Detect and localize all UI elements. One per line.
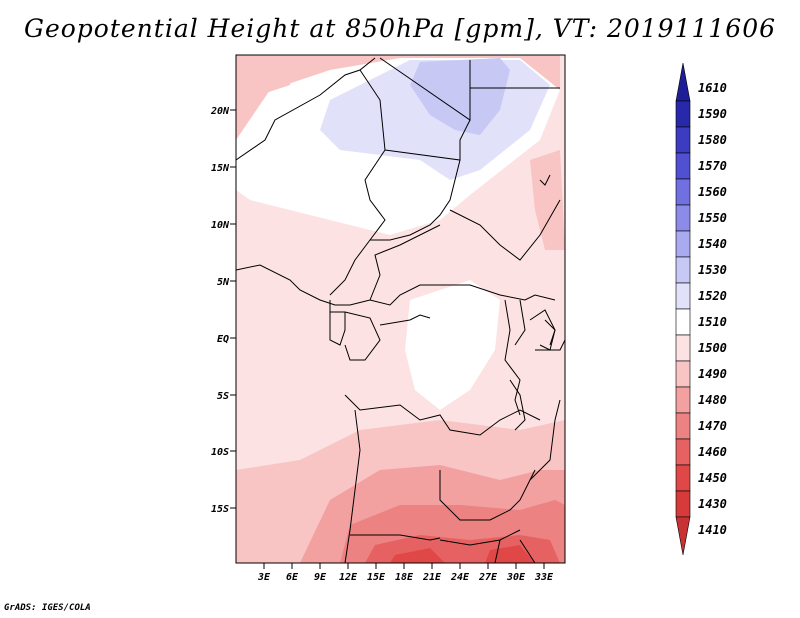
colorbar-swatch: [675, 230, 691, 258]
lat-label: 5N: [217, 277, 230, 288]
height-field: [236, 55, 565, 563]
colorbar-label: 1550: [698, 211, 727, 225]
colorbar-swatch: [675, 412, 691, 440]
lon-label: 30E: [506, 572, 526, 583]
lon-label: 6E: [286, 572, 299, 583]
lon-label: 15E: [367, 572, 386, 583]
colorbar-swatch: [675, 490, 691, 518]
credit-label: GrADS: IGES/COLA: [4, 603, 91, 613]
lat-label: 20N: [210, 106, 230, 117]
colorbar-label: 1590: [698, 107, 727, 121]
latitude-axis: 20N 15N 10N 5N EQ 5S 10S 15S: [210, 106, 236, 515]
colorbar-swatch: [675, 282, 691, 310]
lat-label: 15S: [211, 504, 229, 515]
colorbar-label: 1520: [698, 289, 727, 303]
map-title: Geopotential Height at 850hPa [gpm], VT:…: [23, 14, 777, 43]
colorbar-swatch: [675, 178, 691, 206]
lat-label: 10N: [211, 220, 230, 231]
colorbar-label: 1580: [698, 133, 727, 147]
colorbar-swatch: [675, 516, 691, 556]
lon-label: 27E: [478, 572, 498, 583]
colorbar-swatch: [675, 386, 691, 414]
colorbar-swatch: [675, 62, 691, 102]
lon-label: 9E: [314, 572, 327, 583]
colorbar-label: 1500: [698, 341, 727, 355]
lon-label: 33E: [534, 572, 554, 583]
colorbar-swatch: [675, 100, 691, 128]
colorbar-label: 1460: [698, 445, 727, 459]
colorbar-label: 1560: [698, 185, 727, 199]
lon-label: 24E: [450, 572, 470, 583]
colorbar-label: 1470: [698, 419, 727, 433]
lat-label: 10S: [211, 447, 229, 458]
lat-label: 15N: [211, 163, 230, 174]
lat-label: EQ: [217, 334, 229, 345]
map-frame: [235, 54, 566, 564]
colorbar-swatch: [675, 152, 691, 180]
colorbar-label: 1610: [698, 81, 727, 95]
colorbar-label: 1510: [698, 315, 727, 329]
colorbar-swatch: [675, 438, 691, 466]
colorbar: 1610 1590 1580 1570 1560 1550 1540 1530 1520 1510…: [675, 62, 727, 556]
lon-label: 18E: [395, 572, 414, 583]
colorbar-swatch: [675, 464, 691, 492]
colorbar-label: 1430: [698, 497, 727, 511]
colorbar-label: 1530: [698, 263, 727, 277]
colorbar-swatch: [675, 204, 691, 232]
colorbar-swatch: [675, 126, 691, 154]
colorbar-label: 1570: [698, 159, 727, 173]
colorbar-swatch: [675, 308, 691, 336]
lon-label: 21E: [422, 572, 442, 583]
lon-label: 3E: [257, 572, 271, 583]
colorbar-label: 1480: [698, 393, 727, 407]
colorbar-swatch: [675, 360, 691, 388]
colorbar-swatch: [675, 334, 691, 362]
colorbar-label: 1450: [698, 471, 727, 485]
colorbar-label: 1540: [698, 237, 727, 251]
lat-label: 5S: [217, 391, 229, 402]
lon-label: 12E: [339, 572, 358, 583]
colorbar-label: 1410: [698, 523, 727, 537]
colorbar-swatch: [675, 256, 691, 284]
colorbar-label: 1490: [698, 367, 727, 381]
longitude-axis: 3E 6E 9E 12E 15E 18E 21E 24E 27E 30E 33E: [257, 563, 554, 583]
